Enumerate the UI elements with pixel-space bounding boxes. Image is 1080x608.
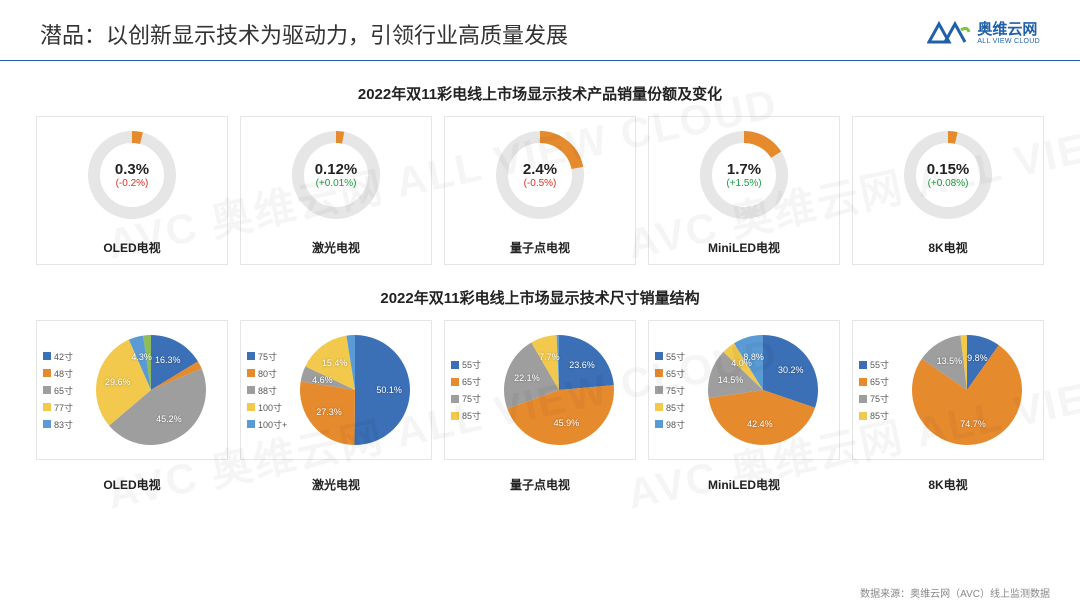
donut-card: 1.7% (+1.5%) MiniLED电视 bbox=[648, 116, 840, 265]
pie-card: 42寸 48寸 65寸 77寸 83寸 16.3%45.2%29.6%4.3% bbox=[36, 320, 228, 460]
donut-card: 0.12% (+0.01%) 激光电视 bbox=[240, 116, 432, 265]
logo-text: 奥维云网 ALL VIEW CLOUD bbox=[977, 22, 1040, 46]
donut-label: MiniLED电视 bbox=[708, 239, 780, 256]
legend-item: 55寸 bbox=[451, 358, 499, 371]
donut-delta: (+0.08%) bbox=[928, 178, 969, 189]
pie-legend: 75寸 80寸 88寸 100寸 100寸+ bbox=[247, 350, 295, 431]
donut-value: 2.4% bbox=[523, 161, 557, 178]
pie-legend: 42寸 48寸 65寸 77寸 83寸 bbox=[43, 350, 91, 431]
legend-item: 75寸 bbox=[247, 350, 295, 363]
legend-item: 65寸 bbox=[43, 384, 91, 397]
page-title: 潜品：以创新显示技术为驱动力，引领行业高质量发展 bbox=[40, 18, 568, 50]
pie-chart: 16.3%45.2%29.6%4.3% bbox=[91, 330, 211, 450]
header: 潜品：以创新显示技术为驱动力，引领行业高质量发展 奥维云网 ALL VIEW C… bbox=[0, 0, 1080, 61]
donut-label: 量子点电视 bbox=[510, 239, 570, 256]
pie-legend: 55寸 65寸 75寸 85寸 bbox=[859, 358, 907, 422]
legend-item: 83寸 bbox=[43, 418, 91, 431]
donut-value: 0.15% bbox=[927, 161, 970, 178]
legend-item: 48寸 bbox=[43, 367, 91, 380]
legend-item: 42寸 bbox=[43, 350, 91, 363]
pie-label: 量子点电视 bbox=[444, 476, 636, 493]
logo-cn: 奥维云网 bbox=[977, 22, 1040, 39]
pie-chart: 9.8%74.7%13.5% bbox=[907, 330, 1027, 450]
donut-value: 1.7% bbox=[727, 161, 761, 178]
donut-row: 0.3% (-0.2%) OLED电视 0.12% (+0.01%) 激光电视 … bbox=[0, 116, 1080, 265]
legend-item: 80寸 bbox=[247, 367, 295, 380]
donut-delta: (-0.2%) bbox=[116, 178, 149, 189]
donut-card: 0.15% (+0.08%) 8K电视 bbox=[852, 116, 1044, 265]
pie-labels-row: OLED电视激光电视量子点电视 MiniLED电视 8K电视 bbox=[0, 462, 1080, 493]
pie-chart: 30.2%42.4%14.5%4.0%8.8% bbox=[703, 330, 823, 450]
legend-item: 85寸 bbox=[655, 401, 703, 414]
legend-item: 55寸 bbox=[655, 350, 703, 363]
donut-label: 激光电视 bbox=[312, 239, 360, 256]
pie-label: OLED电视 bbox=[36, 476, 228, 493]
logo-en: ALL VIEW CLOUD bbox=[977, 38, 1040, 46]
donut-chart: 2.4% (-0.5%) bbox=[490, 125, 590, 225]
section1-title: 2022年双11彩电线上市场显示技术产品销量份额及变化 bbox=[0, 83, 1080, 104]
pie-row: 42寸 48寸 65寸 77寸 83寸 16.3%45.2%29.6%4.3% 75寸 80… bbox=[0, 320, 1080, 460]
legend-item: 65寸 bbox=[655, 367, 703, 380]
donut-value: 0.12% bbox=[315, 161, 358, 178]
legend-item: 98寸 bbox=[655, 418, 703, 431]
legend-item: 88寸 bbox=[247, 384, 295, 397]
donut-card: 2.4% (-0.5%) 量子点电视 bbox=[444, 116, 636, 265]
legend-item: 55寸 bbox=[859, 358, 907, 371]
pie-label: 激光电视 bbox=[240, 476, 432, 493]
donut-value: 0.3% bbox=[115, 161, 149, 178]
section2-title: 2022年双11彩电线上市场显示技术尺寸销量结构 bbox=[0, 287, 1080, 308]
legend-item: 77寸 bbox=[43, 401, 91, 414]
logo: 奥维云网 ALL VIEW CLOUD bbox=[927, 20, 1040, 48]
pie-chart: 50.1%27.3%4.6%15.4% bbox=[295, 330, 415, 450]
legend-item: 100寸 bbox=[247, 401, 295, 414]
pie-card: 55寸 65寸 75寸 85寸 23.6%45.9%22.1%7.7% bbox=[444, 320, 636, 460]
pie-card: 75寸 80寸 88寸 100寸 100寸+ 50.1%27.3%4.6%15.4% bbox=[240, 320, 432, 460]
legend-item: 75寸 bbox=[859, 392, 907, 405]
donut-label: 8K电视 bbox=[928, 239, 967, 256]
legend-item: 100寸+ bbox=[247, 418, 295, 431]
donut-delta: (+1.5%) bbox=[726, 178, 761, 189]
donut-chart: 0.12% (+0.01%) bbox=[286, 125, 386, 225]
pie-label: 8K电视 bbox=[852, 476, 1044, 493]
pie-legend: 55寸 65寸 75寸 85寸 bbox=[451, 358, 499, 422]
legend-item: 65寸 bbox=[451, 375, 499, 388]
donut-chart: 0.3% (-0.2%) bbox=[82, 125, 182, 225]
pie-label: MiniLED电视 bbox=[648, 476, 840, 493]
data-source: 数据来源：奥维云网（AVC）线上监测数据 bbox=[860, 585, 1050, 600]
legend-item: 75寸 bbox=[451, 392, 499, 405]
pie-legend: 55寸 65寸 75寸 85寸 98寸 bbox=[655, 350, 703, 431]
donut-label: OLED电视 bbox=[103, 239, 160, 256]
logo-icon bbox=[927, 20, 971, 48]
donut-card: 0.3% (-0.2%) OLED电视 bbox=[36, 116, 228, 265]
donut-chart: 1.7% (+1.5%) bbox=[694, 125, 794, 225]
legend-item: 85寸 bbox=[451, 409, 499, 422]
legend-item: 85寸 bbox=[859, 409, 907, 422]
legend-item: 75寸 bbox=[655, 384, 703, 397]
donut-chart: 0.15% (+0.08%) bbox=[898, 125, 998, 225]
donut-delta: (-0.5%) bbox=[524, 178, 557, 189]
pie-chart: 23.6%45.9%22.1%7.7% bbox=[499, 330, 619, 450]
donut-delta: (+0.01%) bbox=[316, 178, 357, 189]
pie-card: 55寸 65寸 75寸 85寸 9.8%74.7%13.5% bbox=[852, 320, 1044, 460]
pie-card: 55寸 65寸 75寸 85寸 98寸 30.2%42.4%14.5%4.0%8.8% bbox=[648, 320, 840, 460]
legend-item: 65寸 bbox=[859, 375, 907, 388]
